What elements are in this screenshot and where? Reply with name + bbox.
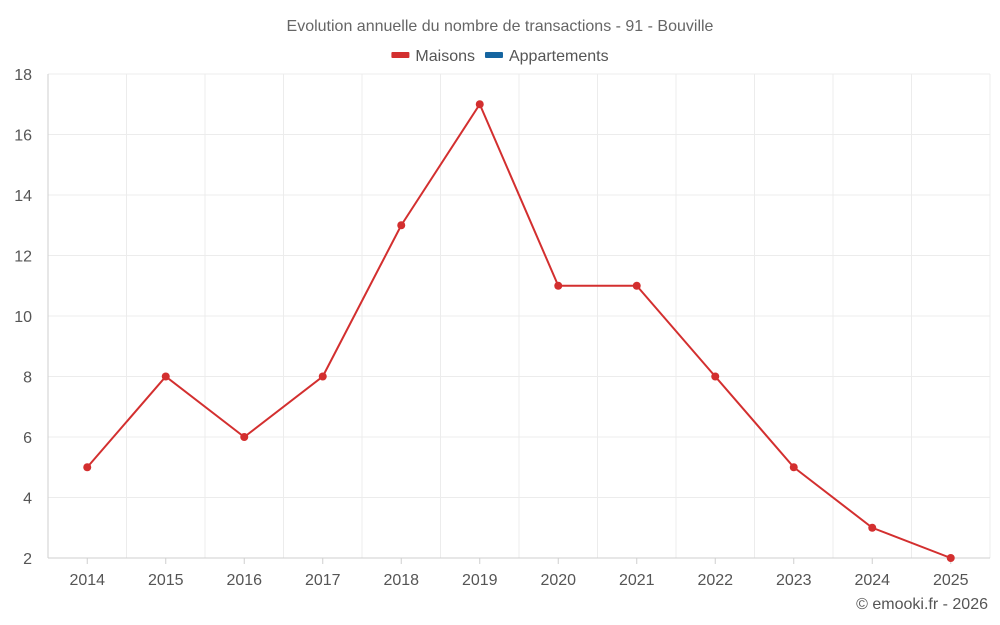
x-tick-label: 2019: [462, 572, 498, 589]
data-point: [83, 463, 92, 472]
x-tick-label: 2021: [619, 572, 655, 589]
chart-title: Evolution annuelle du nombre de transact…: [287, 18, 714, 35]
series-layer: [83, 100, 955, 562]
x-tick-label: 2024: [854, 572, 890, 589]
y-tick-label: 18: [14, 67, 32, 84]
data-point: [397, 221, 406, 230]
x-tick-label: 2025: [933, 572, 969, 589]
x-tick-label: 2015: [148, 572, 184, 589]
x-tick-label: 2014: [69, 572, 105, 589]
x-tick-label: 2018: [383, 572, 419, 589]
axes: 2 4 6 8 10 12 14 16 18 2014 2015 2016 2017 2018 2019 20…: [14, 67, 990, 589]
legend-swatch: [484, 52, 503, 58]
x-tick-label: 2022: [697, 572, 733, 589]
data-point: [554, 281, 563, 290]
data-point: [632, 281, 641, 290]
series-line-maisons: [86, 103, 952, 559]
y-tick-label: 2: [23, 551, 32, 568]
legend-item-maisons: Maisons: [391, 48, 475, 65]
x-tick-label: 2020: [540, 572, 576, 589]
data-point: [868, 523, 877, 532]
data-point: [475, 100, 484, 109]
y-tick-label: 4: [23, 491, 32, 508]
legend-label: Appartements: [509, 48, 609, 65]
grid: [47, 73, 991, 559]
x-tick-label: 2016: [226, 572, 262, 589]
legend-item-appartements: Appartements: [484, 48, 609, 65]
data-point: [318, 372, 327, 381]
legend-label: Maisons: [415, 48, 475, 65]
data-point: [161, 372, 170, 381]
x-tick-label: 2023: [776, 572, 812, 589]
y-tick-label: 12: [14, 249, 32, 266]
y-tick-label: 16: [14, 128, 32, 145]
y-tick-label: 14: [14, 188, 32, 205]
x-tick-label: 2017: [305, 572, 341, 589]
y-tick-label: 6: [23, 430, 32, 447]
data-point: [946, 554, 955, 562]
data-point: [240, 433, 249, 441]
y-tick-label: 10: [14, 309, 32, 326]
data-point: [789, 463, 798, 472]
data-point: [711, 372, 720, 381]
legend: Maisons Appartements: [391, 48, 609, 65]
credit-text: © emooki.fr - 2026: [856, 596, 988, 613]
y-tick-label: 8: [23, 370, 32, 387]
legend-swatch: [391, 52, 410, 58]
